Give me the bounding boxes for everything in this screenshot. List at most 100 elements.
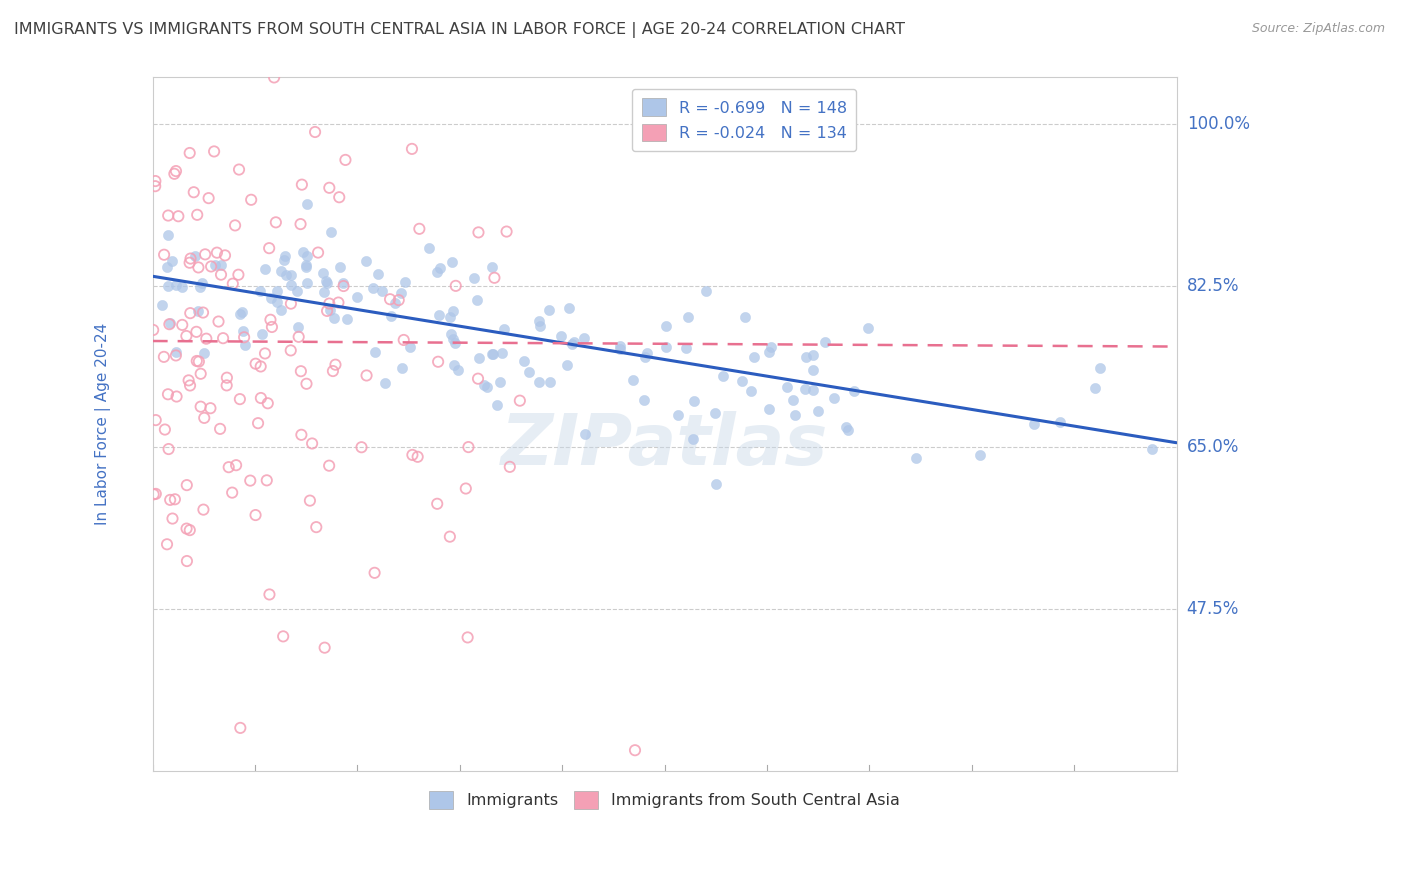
Point xyxy=(194,247,217,261)
Point xyxy=(294,258,316,272)
Point xyxy=(190,367,212,381)
Point xyxy=(481,346,503,360)
Point xyxy=(209,268,232,282)
Point xyxy=(301,436,323,450)
Point xyxy=(218,460,240,475)
Point xyxy=(457,631,479,645)
Point xyxy=(561,336,583,351)
Point xyxy=(475,379,498,393)
Point xyxy=(290,364,312,378)
Point xyxy=(704,477,727,491)
Point xyxy=(675,341,697,355)
Point xyxy=(550,329,572,343)
Point xyxy=(290,427,312,442)
Point xyxy=(609,339,631,353)
Point xyxy=(215,378,238,392)
Point xyxy=(494,322,516,336)
Point xyxy=(142,487,165,501)
Point xyxy=(179,256,201,270)
Text: Source: ZipAtlas.com: Source: ZipAtlas.com xyxy=(1251,22,1385,36)
Point xyxy=(222,277,245,291)
Point xyxy=(803,363,825,377)
Point xyxy=(695,284,717,298)
Point xyxy=(172,280,194,294)
Point xyxy=(184,249,207,263)
Point xyxy=(239,474,262,488)
Point xyxy=(157,209,180,223)
Point xyxy=(332,276,354,290)
Point xyxy=(713,369,735,384)
Point xyxy=(354,254,377,268)
Point xyxy=(271,629,294,643)
Point xyxy=(159,316,181,330)
Point xyxy=(200,401,222,416)
Point xyxy=(730,374,752,388)
Point xyxy=(162,511,184,525)
Point xyxy=(165,348,187,362)
Point xyxy=(190,276,212,290)
Point xyxy=(193,502,215,516)
Point xyxy=(346,290,368,304)
Point xyxy=(418,240,440,254)
Point xyxy=(318,181,340,195)
Point xyxy=(245,357,267,371)
Point xyxy=(250,391,273,405)
Point xyxy=(156,260,179,275)
Point xyxy=(304,125,326,139)
Point xyxy=(247,416,270,430)
Point xyxy=(482,347,505,361)
Point xyxy=(468,351,491,365)
Point xyxy=(325,358,347,372)
Point xyxy=(467,226,489,240)
Point xyxy=(350,440,373,454)
Point xyxy=(207,314,229,328)
Point xyxy=(361,281,384,295)
Point xyxy=(441,304,464,318)
Point xyxy=(484,270,506,285)
Point xyxy=(444,278,467,293)
Point xyxy=(228,162,250,177)
Point xyxy=(172,318,194,332)
Point xyxy=(509,393,531,408)
Point xyxy=(232,324,254,338)
Point xyxy=(249,359,271,374)
Point xyxy=(314,285,336,300)
Point xyxy=(142,323,165,337)
Point xyxy=(165,345,187,359)
Text: In Labor Force | Age 20-24: In Labor Force | Age 20-24 xyxy=(96,323,111,525)
Point xyxy=(187,260,209,275)
Point xyxy=(280,343,302,358)
Point xyxy=(655,318,678,333)
Point xyxy=(259,587,281,601)
Point xyxy=(406,450,429,464)
Point xyxy=(179,306,201,320)
Point xyxy=(191,305,214,319)
Point xyxy=(228,268,250,282)
Point xyxy=(322,364,344,378)
Point xyxy=(1140,442,1163,456)
Point xyxy=(186,354,208,368)
Point xyxy=(495,225,517,239)
Point xyxy=(485,398,508,412)
Point xyxy=(1088,360,1111,375)
Point xyxy=(179,378,201,392)
Point xyxy=(803,383,825,397)
Point xyxy=(427,355,450,369)
Point xyxy=(481,260,503,275)
Point xyxy=(392,333,415,347)
Point xyxy=(214,248,236,262)
Point xyxy=(782,392,804,407)
Point xyxy=(287,284,309,298)
Point xyxy=(165,164,187,178)
Point xyxy=(823,391,845,405)
Point xyxy=(160,254,183,268)
Text: ZIPatlas: ZIPatlas xyxy=(501,410,828,480)
Point xyxy=(295,277,318,291)
Point xyxy=(443,336,465,351)
Point xyxy=(807,403,830,417)
Point xyxy=(157,442,180,456)
Point xyxy=(439,530,461,544)
Point xyxy=(844,384,866,399)
Point xyxy=(315,276,337,290)
Point xyxy=(367,268,389,282)
